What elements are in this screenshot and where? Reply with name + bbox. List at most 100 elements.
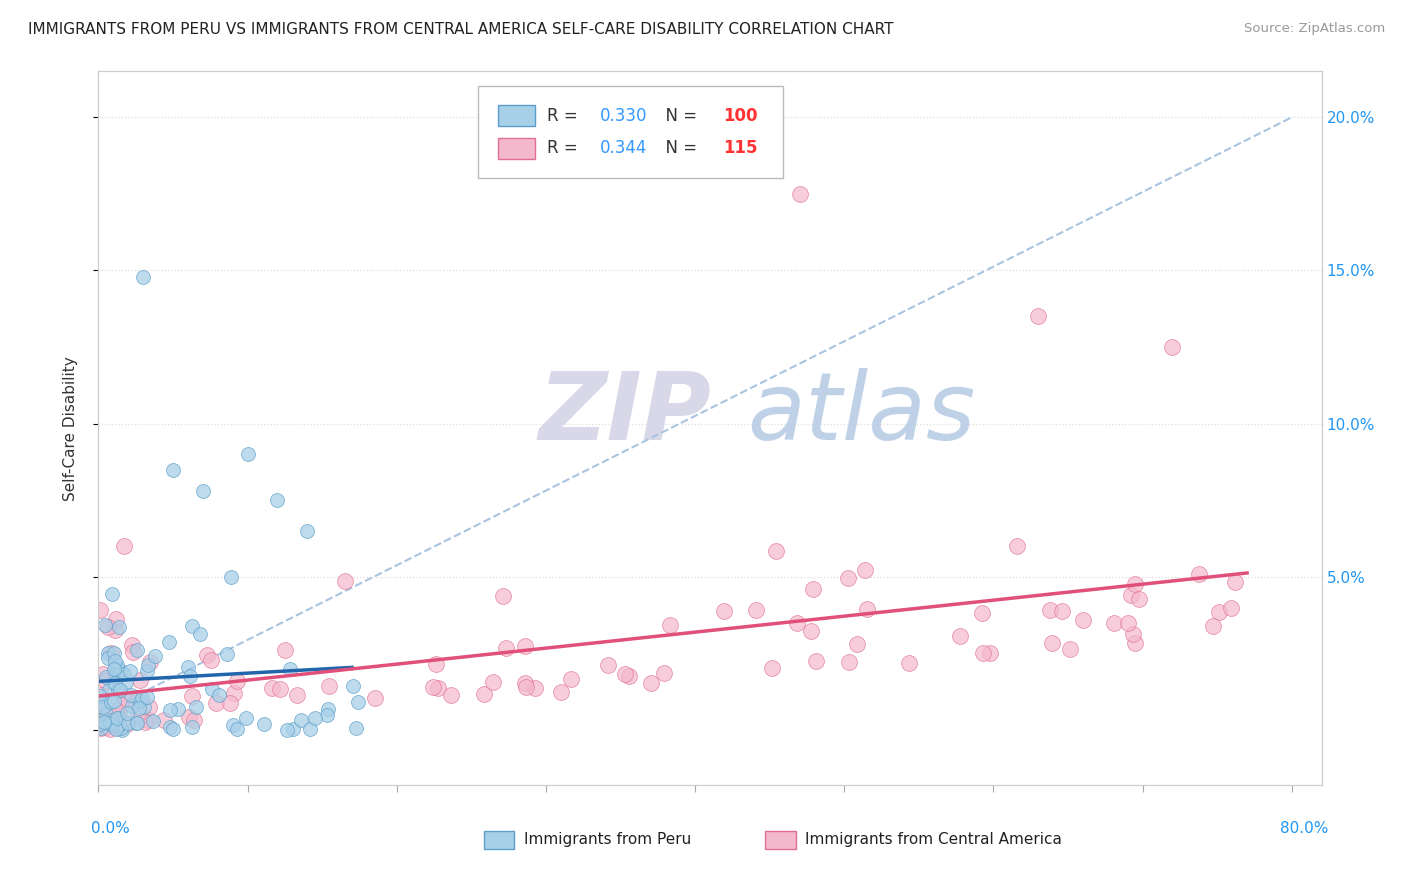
Point [104,676,127,690]
Point [180,619,202,633]
Point [125,716,148,731]
Point [134,715,156,730]
Point [89,717,111,731]
Point [1059,642,1081,657]
Text: 0.330: 0.330 [600,107,647,125]
Point [515,681,537,695]
Point [96,720,118,734]
Point [1050,604,1073,618]
Text: Immigrants from Central America: Immigrants from Central America [806,832,1063,847]
Point [1220,601,1243,615]
Point [422,680,444,694]
Point [110,682,132,697]
Point [101,713,124,727]
Point [180,720,202,734]
Point [114,675,136,690]
Point [283,722,305,736]
Point [97,646,120,660]
Point [105,711,128,725]
Point [98,716,121,731]
Point [1071,613,1094,627]
Point [138,700,160,714]
Point [90,721,112,735]
Point [135,690,157,704]
Point [115,693,138,707]
Point [101,676,124,690]
Point [225,723,247,737]
Point [972,646,994,660]
Point [804,654,827,668]
Text: 80.0%: 80.0% [1281,821,1329,836]
Text: IMMIGRANTS FROM PERU VS IMMIGRANTS FROM CENTRAL AMERICA SELF-CARE DISABILITY COR: IMMIGRANTS FROM PERU VS IMMIGRANTS FROM … [28,22,894,37]
Point [298,722,321,736]
Text: N =: N = [655,107,703,125]
Point [177,659,200,673]
Point [125,716,148,731]
Point [1026,310,1049,324]
Point [103,646,125,660]
Point [1040,636,1063,650]
Point [252,717,274,731]
Text: 100: 100 [724,107,758,125]
Point [845,637,868,651]
Point [157,634,180,648]
Point [179,668,201,682]
Point [159,720,181,734]
Point [897,656,920,670]
Point [482,675,505,690]
Point [1161,340,1184,354]
Point [472,687,495,701]
Point [617,669,640,683]
Point [269,681,291,696]
Point [97,620,120,634]
Point [495,640,517,655]
Point [838,655,860,669]
Point [318,679,340,693]
Point [285,688,308,702]
Point [640,675,662,690]
Point [713,604,735,618]
Point [96,718,118,732]
Point [1202,619,1225,633]
Point [125,642,148,657]
Point [560,672,582,686]
Point [105,722,128,736]
Point [1104,615,1126,630]
FancyBboxPatch shape [498,105,536,127]
Text: Source: ZipAtlas.com: Source: ZipAtlas.com [1244,22,1385,36]
Point [837,571,859,585]
Point [96,670,118,684]
Point [654,666,676,681]
Point [100,646,122,660]
Point [121,699,143,714]
Point [1123,636,1146,650]
Point [90,688,112,702]
Point [101,587,124,601]
Point [226,674,249,689]
Point [112,539,135,553]
Point [105,612,128,626]
Point [426,681,449,695]
Point [425,657,447,671]
Text: 115: 115 [724,139,758,157]
Point [184,700,207,714]
Text: 0.344: 0.344 [600,139,647,157]
Point [129,673,152,687]
Point [91,700,114,714]
FancyBboxPatch shape [484,831,515,849]
Point [120,665,142,679]
Point [1128,591,1150,606]
Point [524,681,547,695]
Text: R =: R = [547,107,583,125]
Y-axis label: Self-Care Disability: Self-Care Disability [63,356,77,500]
Point [972,606,994,620]
Point [91,667,114,681]
Point [197,648,219,662]
FancyBboxPatch shape [765,831,796,849]
Point [1116,616,1139,631]
Point [598,657,620,672]
Point [103,693,125,707]
Point [115,706,138,721]
Point [800,624,823,639]
Point [1039,603,1062,617]
